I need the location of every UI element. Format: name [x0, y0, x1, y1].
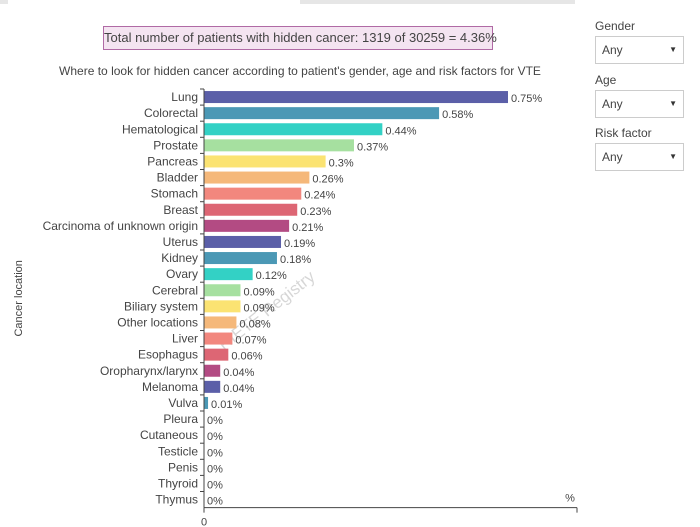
- category-label: Lung: [171, 90, 198, 104]
- tab-strip: [0, 0, 590, 5]
- category-label: Cutaneous: [140, 428, 198, 442]
- category-label: Stomach: [151, 187, 198, 201]
- value-label: 0.23%: [300, 206, 331, 218]
- summary-prefix: Total number of patients with hidden can…: [104, 30, 362, 45]
- value-label: 0.01%: [211, 399, 242, 411]
- bar-prostate[interactable]: [204, 139, 354, 152]
- category-label: Biliary system: [124, 299, 198, 313]
- value-label: 0.07%: [235, 335, 266, 347]
- value-label: 0.3%: [329, 157, 354, 169]
- bar-cerebral[interactable]: [204, 284, 241, 297]
- age-label: Age: [595, 73, 617, 87]
- chevron-down-icon: ▼: [669, 99, 677, 108]
- category-label: Vulva: [168, 396, 198, 410]
- category-label: Cerebral: [152, 283, 198, 297]
- bar-stomach[interactable]: [204, 187, 302, 200]
- value-label: 0.04%: [223, 383, 254, 395]
- bar-oropharynx-larynx[interactable]: [204, 364, 221, 377]
- bar-bladder[interactable]: [204, 171, 310, 184]
- category-label: Breast: [163, 203, 198, 217]
- category-label: Uterus: [163, 235, 198, 249]
- category-label: Kidney: [161, 251, 198, 265]
- bar-colorectal[interactable]: [204, 107, 440, 120]
- tab-edge-right[interactable]: [300, 0, 575, 4]
- age-select[interactable]: Any ▼: [595, 90, 684, 118]
- value-label: 0.24%: [304, 190, 335, 202]
- chart-title: Where to look for hidden cancer accordin…: [59, 64, 541, 78]
- value-label: 0%: [207, 463, 223, 475]
- value-label: 0%: [207, 479, 223, 491]
- value-label: 0.37%: [357, 141, 388, 153]
- bar-chart: RIETE Registry LungColorectalHematologic…: [13, 88, 578, 527]
- category-label: Colorectal: [144, 106, 198, 120]
- category-label: Testicle: [158, 444, 198, 458]
- value-label: 0.21%: [292, 222, 323, 234]
- value-label: 0.08%: [239, 318, 270, 330]
- summary-banner: Total number of patients with hidden can…: [103, 26, 497, 50]
- bar-kidney[interactable]: [204, 252, 277, 265]
- category-label: Thymus: [155, 493, 198, 507]
- bar-lung[interactable]: [204, 91, 508, 104]
- bar-liver[interactable]: [204, 332, 233, 345]
- gender-select[interactable]: Any ▼: [595, 36, 684, 64]
- age-select-value: Any: [602, 97, 623, 111]
- category-label: Penis: [168, 460, 198, 474]
- risk-factor-label: Risk factor: [595, 126, 652, 140]
- category-label: Carcinoma of unknown origin: [43, 219, 198, 233]
- y-axis-title: Cancer location: [13, 260, 25, 336]
- value-label: 0%: [207, 431, 223, 443]
- bar-ovary[interactable]: [204, 268, 253, 281]
- bar-hematological[interactable]: [204, 123, 383, 136]
- value-label: 0.58%: [442, 109, 473, 121]
- value-label: 0%: [207, 447, 223, 459]
- bar-esophagus[interactable]: [204, 348, 229, 361]
- value-label: 0.18%: [280, 254, 311, 266]
- value-label: 0.04%: [223, 367, 254, 379]
- category-label: Hematological: [122, 122, 198, 136]
- x-axis-unit-label: %: [565, 493, 575, 505]
- category-label: Bladder: [157, 171, 198, 185]
- chevron-down-icon: ▼: [669, 45, 677, 54]
- value-label: 0.75%: [511, 93, 542, 105]
- x-tick-label: 0: [201, 517, 207, 527]
- bar-other-locations[interactable]: [204, 316, 237, 329]
- y-axis-ticks: [200, 88, 204, 492]
- value-label: 0.09%: [243, 302, 274, 314]
- category-label: Esophagus: [138, 348, 198, 362]
- bar-biliary-system[interactable]: [204, 300, 241, 313]
- category-label: Thyroid: [158, 476, 198, 490]
- value-label: 0.12%: [256, 270, 287, 282]
- category-label: Pancreas: [147, 154, 198, 168]
- category-label: Pleura: [163, 412, 198, 426]
- category-label: Oropharynx/larynx: [100, 364, 198, 378]
- value-label: 0.19%: [284, 238, 315, 250]
- value-label: 0.06%: [231, 351, 262, 363]
- bar-melanoma[interactable]: [204, 380, 221, 393]
- value-label: 0%: [207, 415, 223, 427]
- value-label: 0.26%: [312, 174, 343, 186]
- value-label: 0.09%: [243, 286, 274, 298]
- tab-edge-left[interactable]: [0, 0, 8, 4]
- bar-pancreas[interactable]: [204, 155, 326, 168]
- value-label: 0%: [207, 496, 223, 508]
- bar-vulva[interactable]: [204, 396, 209, 409]
- summary-figures: 1319 of 30259 = 4.36%: [361, 30, 497, 45]
- category-label: Prostate: [153, 138, 198, 152]
- risk-factor-select-value: Any: [602, 150, 623, 164]
- category-label: Ovary: [166, 267, 198, 281]
- category-label: Melanoma: [142, 380, 198, 394]
- bar-uterus[interactable]: [204, 235, 282, 248]
- risk-factor-select[interactable]: Any ▼: [595, 143, 684, 171]
- gender-select-value: Any: [602, 43, 623, 57]
- category-label: Other locations: [117, 315, 198, 329]
- bar-carcinoma-of-unknown-origin[interactable]: [204, 219, 290, 232]
- bar-breast[interactable]: [204, 203, 298, 216]
- value-label: 0.44%: [385, 125, 416, 137]
- chevron-down-icon: ▼: [669, 152, 677, 161]
- gender-label: Gender: [595, 19, 636, 33]
- category-label: Liver: [172, 332, 198, 346]
